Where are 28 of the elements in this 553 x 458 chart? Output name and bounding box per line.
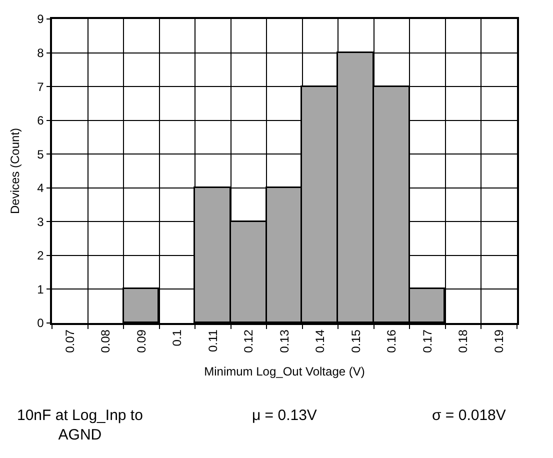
x-tick-label: 0.16: [384, 329, 399, 353]
y-tick-label: 2: [37, 248, 44, 263]
y-tick-label: 0: [37, 316, 44, 330]
x-tick-label: 0.1: [170, 329, 184, 346]
y-tick-label: 9: [37, 12, 44, 26]
y-axis-title: Devices (Count): [8, 128, 22, 214]
x-axis-title: Minimum Log_Out Voltage (V): [204, 364, 365, 378]
x-tick-label: 0.09: [134, 329, 148, 353]
text: μ = 0.13V: [252, 407, 317, 424]
x-tick-label: 0.19: [492, 329, 506, 353]
y-tick-label: 5: [37, 147, 44, 162]
x-tick-label: 0.13: [277, 329, 292, 353]
y-tick-label: 3: [37, 214, 44, 229]
x-tick-label: 0.11: [206, 329, 220, 352]
y-tick-label: 4: [37, 181, 44, 196]
y-tick-label: 7: [37, 80, 44, 94]
x-tick-label: 0.07: [62, 329, 77, 353]
x-tick-label: 0.15: [348, 329, 363, 353]
y-tick-label: 1: [37, 282, 44, 296]
text: σ = 0.018V: [432, 407, 506, 424]
x-tick-label: 0.12: [242, 329, 256, 353]
y-tick-label: 6: [37, 114, 44, 128]
text: 10nF at Log_Inp to AGND: [17, 407, 143, 444]
x-tick-label: 0.08: [98, 329, 113, 353]
x-tick-label: 0.14: [313, 329, 328, 353]
x-tick-label: 0.18: [456, 329, 470, 353]
x-tick-label: 0.17: [420, 329, 434, 353]
y-tick-label: 8: [37, 46, 44, 60]
